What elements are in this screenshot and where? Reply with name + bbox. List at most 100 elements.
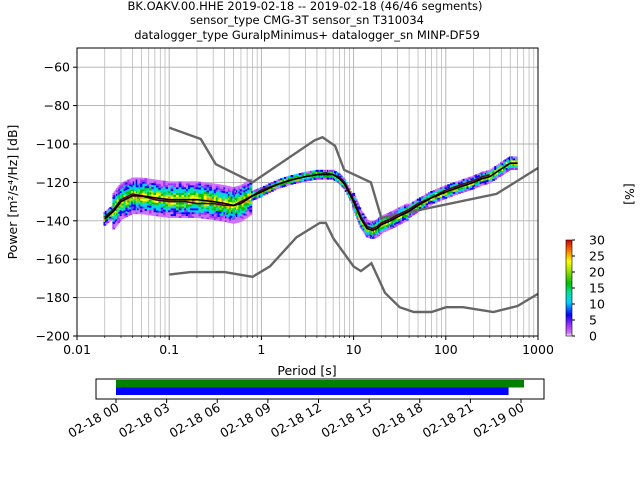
heatmap-cell <box>407 206 411 209</box>
heatmap-cell <box>155 204 159 207</box>
heatmap-cell <box>455 189 459 192</box>
heatmap-cell <box>135 185 139 188</box>
heatmap-cell <box>211 192 215 195</box>
y-tick-label: −200 <box>36 329 70 344</box>
heatmap-cell <box>249 186 253 189</box>
heatmap-cell <box>223 210 227 213</box>
title-line-2: sensor_type CMG-3T sensor_sn T310034 <box>190 13 424 27</box>
heatmap-cell <box>125 182 129 185</box>
heatmap-cell <box>464 185 468 188</box>
heatmap-cell <box>245 181 249 184</box>
heatmap-cell <box>178 208 182 211</box>
heatmap-cell <box>170 212 174 215</box>
heatmap-cell <box>437 199 441 202</box>
heatmap-cell <box>129 186 133 189</box>
heatmap-cell <box>140 189 143 192</box>
heatmap-cell <box>298 173 302 176</box>
heatmap-cell <box>123 212 127 215</box>
heatmap-cell <box>146 178 150 181</box>
heatmap-cell <box>265 192 269 195</box>
heatmap-cell <box>118 219 122 222</box>
heatmap-cell <box>173 212 177 215</box>
heatmap-cell <box>255 194 259 197</box>
heatmap-cell <box>134 210 137 213</box>
heatmap-cell <box>219 199 223 202</box>
heatmap-cell <box>501 170 505 173</box>
heatmap-cell <box>193 192 197 195</box>
heatmap-cell <box>127 187 131 190</box>
heatmap-cell <box>187 185 191 188</box>
heatmap-cell <box>134 189 137 192</box>
heatmap-cell <box>217 186 221 189</box>
heatmap-cell <box>144 180 148 183</box>
heatmap-cell <box>243 213 247 216</box>
heatmap-cell <box>211 185 215 188</box>
heatmap-cell <box>405 216 409 219</box>
timeline-bars <box>116 380 524 395</box>
heatmap-cell <box>213 216 217 219</box>
heatmap-cell <box>226 195 230 198</box>
heatmap-cell <box>176 189 179 192</box>
heatmap-cell <box>176 212 179 215</box>
heatmap-cell <box>167 214 171 217</box>
heatmap-cell <box>191 185 195 188</box>
heatmap-cell <box>184 196 187 199</box>
heatmap-cell <box>476 185 480 188</box>
heatmap-cell <box>402 207 405 210</box>
heatmap-cell <box>278 180 282 183</box>
heatmap-cell <box>135 212 139 215</box>
heatmap-cell <box>230 200 234 203</box>
heatmap-cell <box>427 196 431 199</box>
heatmap-cell <box>146 203 150 206</box>
heatmap-cell <box>163 213 166 216</box>
heatmap-cell <box>287 177 291 180</box>
heatmap-cell <box>241 207 245 209</box>
heatmap-cell <box>423 204 427 207</box>
heatmap-cell <box>163 201 166 204</box>
heatmap-cell <box>165 207 169 210</box>
heatmap-cell <box>121 188 125 191</box>
heatmap-cell <box>138 191 142 193</box>
heatmap-cell <box>515 156 518 159</box>
heatmap-cell <box>146 180 150 183</box>
heatmap-cell <box>191 208 195 211</box>
y-tick-label: −180 <box>36 290 70 305</box>
heatmap-cell <box>403 208 407 211</box>
heatmap-cell <box>515 166 518 169</box>
heatmap-cell <box>295 181 299 184</box>
heatmap-cell <box>116 222 119 225</box>
heatmap-cell <box>178 191 182 193</box>
heatmap-cell <box>434 191 438 193</box>
heatmap-cell <box>121 205 125 208</box>
heatmap-cell <box>478 173 482 176</box>
heatmap-cell <box>149 203 152 206</box>
heatmap-cell <box>138 210 142 213</box>
heatmap-cell <box>353 195 357 198</box>
heatmap-cell <box>213 187 217 190</box>
heatmap-cell <box>163 207 166 210</box>
heatmap-cell <box>227 193 231 196</box>
heatmap-cell <box>479 183 483 186</box>
heatmap-cell <box>137 210 140 213</box>
heatmap-cell <box>380 229 383 232</box>
heatmap-cell <box>241 193 245 196</box>
heatmap-cell <box>191 214 195 217</box>
heatmap-cell <box>320 169 323 172</box>
heatmap-cell <box>384 227 388 230</box>
heatmap-cell <box>219 215 223 218</box>
heatmap-cell <box>386 223 389 225</box>
heatmap-cell <box>167 196 171 199</box>
heatmap-cell <box>434 200 438 203</box>
heatmap-cell <box>403 215 407 218</box>
heatmap-cell <box>134 206 137 209</box>
heatmap-cell <box>219 198 223 201</box>
heatmap-cell <box>498 173 501 176</box>
heatmap-cell <box>442 188 445 191</box>
heatmap-cell <box>176 196 179 199</box>
heatmap-cell <box>430 198 434 201</box>
heatmap-cell <box>496 166 499 169</box>
colorbar-label: [%] <box>622 183 637 205</box>
heatmap-cell <box>187 189 191 192</box>
heatmap-cell <box>347 188 351 191</box>
heatmap-cell <box>230 198 234 201</box>
